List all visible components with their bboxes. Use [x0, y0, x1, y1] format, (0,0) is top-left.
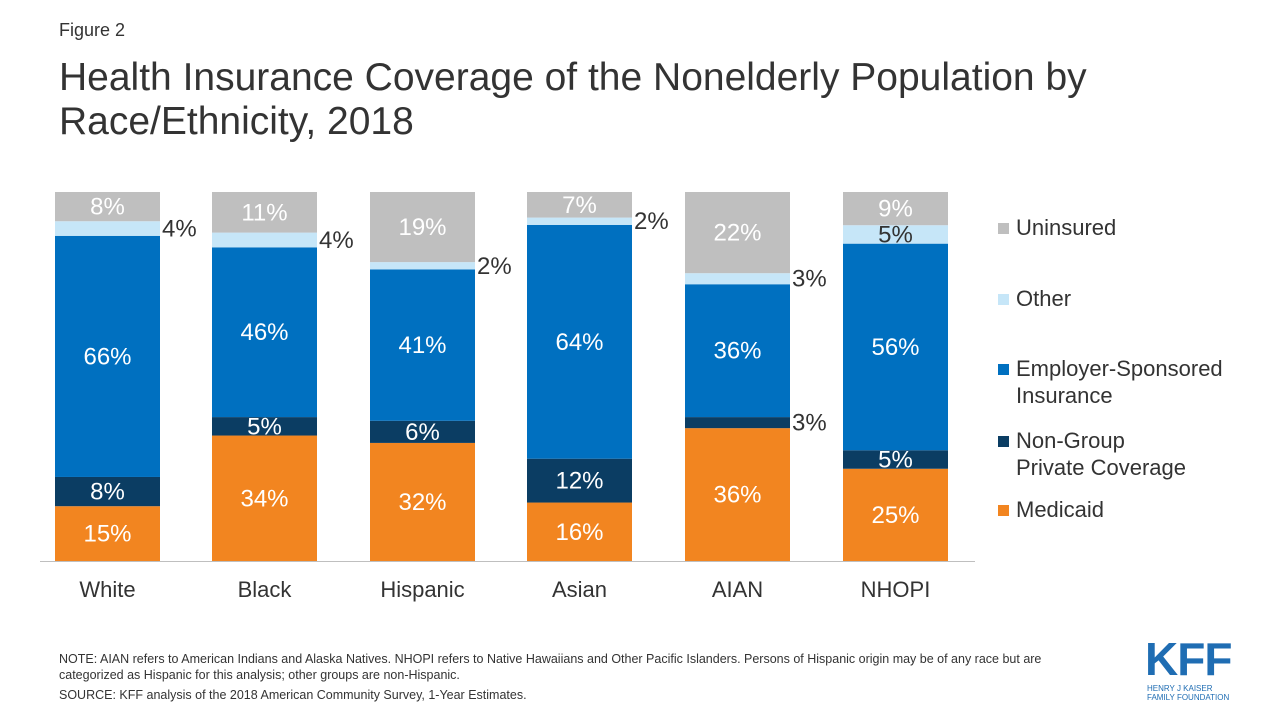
- data-label-uninsured: 19%: [398, 214, 446, 241]
- bar-segment-employer: [685, 284, 790, 418]
- data-label-employer: 56%: [871, 334, 919, 361]
- source-note: SOURCE: KFF analysis of the 2018 America…: [59, 688, 527, 702]
- bar-segment-uninsured: [55, 192, 160, 222]
- figure-label: Figure 2: [59, 20, 126, 40]
- data-label-medicaid: 34%: [240, 485, 288, 512]
- bar-segment-uninsured: [685, 192, 790, 274]
- data-label-uninsured: 8%: [90, 194, 125, 221]
- data-label-medicaid: 16%: [555, 519, 603, 546]
- legend-swatch-employer: [998, 364, 1009, 375]
- bar-segment-medicaid: [527, 502, 632, 561]
- bar-segment-uninsured: [843, 192, 948, 226]
- data-label-other: 2%: [477, 253, 512, 280]
- data-label-other: 2%: [634, 208, 669, 235]
- data-label-employer: 66%: [83, 343, 131, 370]
- bar-segment-nongroup: [843, 450, 948, 469]
- bar-segment-other: [212, 232, 317, 248]
- bar-segment-other: [527, 217, 632, 225]
- data-label-nongroup: 6%: [405, 419, 440, 446]
- data-label-nongroup: 12%: [555, 468, 603, 495]
- bar-segment-uninsured: [370, 192, 475, 263]
- data-label-uninsured: 11%: [241, 199, 287, 226]
- bar-segment-employer: [843, 243, 948, 451]
- bar-segment-other: [843, 225, 948, 244]
- legend-swatch-uninsured: [998, 223, 1009, 234]
- data-label-other: 4%: [319, 227, 354, 254]
- logo-line-1: HENRY J KAISER: [1147, 684, 1213, 693]
- legend-label-nongroup: Non-Group Private Coverage: [1016, 428, 1186, 480]
- category-label: Hispanic: [380, 577, 464, 602]
- data-label-employer: 36%: [713, 338, 761, 365]
- bar-segment-nongroup: [527, 458, 632, 503]
- legend-swatch-other: [998, 294, 1009, 305]
- category-label: NHOPI: [861, 577, 931, 602]
- data-label-employer: 64%: [555, 329, 603, 356]
- bar-segment-uninsured: [212, 192, 317, 233]
- data-label-nongroup: 5%: [247, 413, 282, 440]
- data-label-nongroup: 3%: [792, 410, 827, 437]
- legend-label-employer: Employer-Sponsored Insurance: [1016, 356, 1223, 408]
- bar-segment-other: [685, 273, 790, 285]
- data-label-medicaid: 25%: [871, 502, 919, 529]
- legend-label-uninsured: Uninsured: [1016, 215, 1117, 240]
- bar-segment-employer: [212, 247, 317, 418]
- legend-label-other: Other: [1016, 286, 1072, 311]
- data-label-employer: 46%: [240, 319, 288, 346]
- bar-segment-medicaid: [843, 468, 948, 561]
- data-label-nongroup: 8%: [90, 479, 125, 506]
- bar-segment-nongroup: [55, 476, 160, 507]
- data-label-medicaid: 36%: [713, 482, 761, 509]
- bar-segment-nongroup: [685, 417, 790, 429]
- data-label-medicaid: 15%: [83, 521, 131, 548]
- data-label-other: 3%: [792, 266, 827, 293]
- logo-line-2: FAMILY FOUNDATION: [1147, 693, 1230, 702]
- bar-segment-medicaid: [685, 428, 790, 561]
- data-label-nongroup: 5%: [878, 447, 913, 474]
- bar-segment-nongroup: [370, 420, 475, 443]
- bar-segment-employer: [370, 269, 475, 421]
- category-label: White: [79, 577, 135, 602]
- bar-segment-nongroup: [212, 417, 317, 436]
- bar-segment-employer: [527, 224, 632, 459]
- data-label-other: 4%: [162, 216, 197, 243]
- bar-segment-uninsured: [527, 192, 632, 218]
- bar-segment-medicaid: [55, 506, 160, 561]
- data-label-medicaid: 32%: [398, 489, 446, 516]
- kff-logo: KFF HENRY J KAISER FAMILY FOUNDATION: [1145, 633, 1245, 702]
- bar-segment-medicaid: [212, 435, 317, 561]
- category-label: Black: [238, 577, 293, 602]
- data-label-employer: 41%: [398, 332, 446, 359]
- data-label-uninsured: 9%: [878, 196, 913, 223]
- data-label-other: 5%: [878, 221, 913, 248]
- data-label-uninsured: 22%: [713, 220, 761, 247]
- category-label: Asian: [552, 577, 607, 602]
- footnote: NOTE: AIAN refers to American Indians an…: [59, 652, 1042, 682]
- legend-swatch-nongroup: [998, 436, 1009, 447]
- chart-title: Health Insurance Coverage of the Nonelde…: [59, 56, 1087, 143]
- bar-segment-other: [370, 262, 475, 270]
- legend-swatch-medicaid: [998, 505, 1009, 516]
- legend-label-medicaid: Medicaid: [1016, 497, 1105, 522]
- category-label: AIAN: [712, 577, 763, 602]
- bar-segment-medicaid: [370, 442, 475, 561]
- data-label-uninsured: 7%: [562, 192, 597, 219]
- logo-wordmark: KFF: [1145, 633, 1232, 685]
- bar-segment-other: [55, 221, 160, 236]
- bar-segment-employer: [55, 235, 160, 477]
